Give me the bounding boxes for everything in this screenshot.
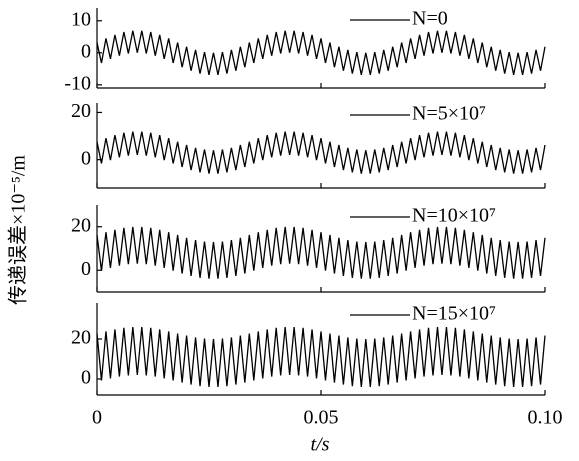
y-tick-label: 10 — [71, 8, 91, 30]
x-tick-label: 0.05 — [304, 407, 339, 429]
y-axis-label: 传递误差×10⁻⁵/m — [7, 155, 30, 305]
x-tick-label: 0 — [92, 407, 102, 429]
legend-label: N=15×10⁷ — [412, 303, 496, 325]
y-tick-label: 0 — [81, 367, 91, 389]
series-line — [96, 131, 546, 174]
y-tick-label: -10 — [64, 72, 91, 94]
y-tick-label: 20 — [71, 214, 91, 236]
y-tick-label: 20 — [71, 327, 91, 349]
legend-label: N=0 — [412, 8, 448, 30]
series-line — [96, 326, 546, 388]
y-tick-label: 0 — [81, 147, 91, 169]
y-tick-label: 0 — [81, 40, 91, 62]
y-tick-label: 20 — [71, 100, 91, 122]
legend-label: N=10×10⁷ — [412, 205, 496, 227]
x-axis-label: t/s — [311, 434, 330, 456]
x-tick-label: 0.10 — [528, 407, 563, 429]
series-line — [96, 30, 546, 76]
legend-label: N=5×10⁷ — [412, 103, 486, 125]
series-line — [96, 226, 546, 279]
y-tick-label: 0 — [81, 258, 91, 280]
